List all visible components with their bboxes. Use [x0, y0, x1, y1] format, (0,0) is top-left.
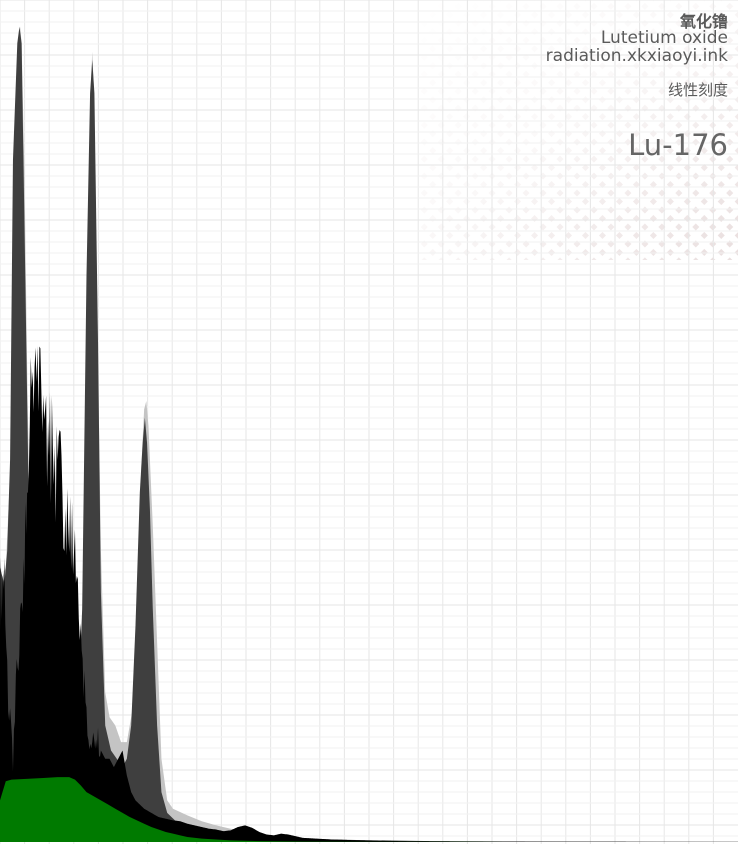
material-name-cn: 氧化镥: [679, 12, 728, 31]
material-name-en: Lutetium oxide: [600, 28, 728, 48]
watermark-pattern: [420, 0, 738, 260]
isotope-label: Lu-176: [628, 128, 728, 162]
series-layer: [0, 26, 738, 842]
scale-label: 线性刻度: [667, 81, 728, 99]
source-url: radiation.xkxiaoyi.ink: [545, 46, 728, 66]
series-envelope-area: [0, 26, 738, 842]
series-background-area: [0, 777, 738, 842]
